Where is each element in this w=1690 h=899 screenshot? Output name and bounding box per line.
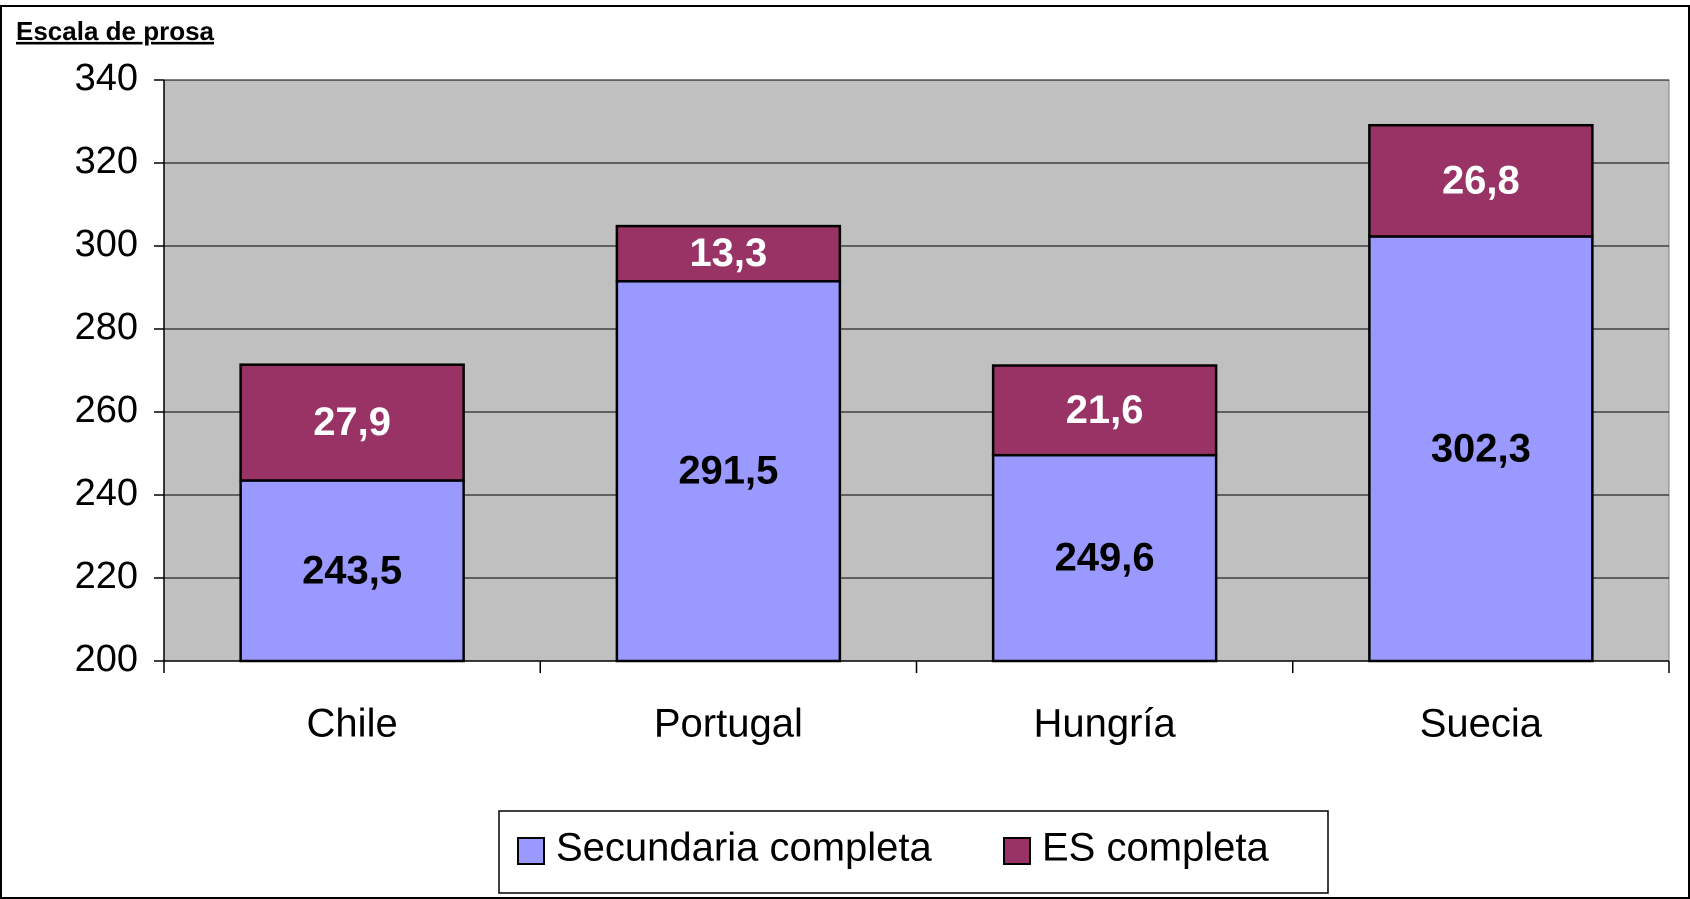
- legend-box: [498, 810, 1329, 894]
- data-label: 26,8: [1442, 158, 1520, 202]
- bar-segment: [615, 224, 842, 283]
- data-label: 21,6: [1066, 388, 1144, 432]
- bar-segment: [1368, 123, 1594, 238]
- data-label: 243,5: [302, 548, 402, 592]
- bar-segment: [1368, 235, 1594, 663]
- y-tick-label: 280: [75, 306, 138, 348]
- data-label: 27,9: [313, 400, 391, 444]
- x-tick-label: Hungría: [1033, 702, 1176, 746]
- y-tick-label: 220: [75, 555, 138, 597]
- y-tick-label: 300: [75, 223, 138, 265]
- x-tick-label: Chile: [307, 702, 398, 746]
- y-tick-label: 260: [75, 389, 138, 431]
- y-tick-label: 340: [75, 57, 138, 99]
- bar-segment: [991, 364, 1218, 457]
- y-tick-label: 200: [75, 638, 138, 680]
- x-tick-label: Portugal: [654, 702, 803, 746]
- bar-segment: [991, 453, 1218, 663]
- x-tick-label: Suecia: [1420, 702, 1543, 746]
- y-tick-label: 240: [75, 472, 138, 514]
- data-label: 13,3: [689, 231, 767, 275]
- bar-segment: [615, 280, 842, 663]
- legend-swatch: [517, 837, 545, 865]
- legend-label: ES completa: [1042, 826, 1270, 870]
- y-tick-label: 320: [75, 140, 138, 182]
- data-label: 302,3: [1431, 426, 1531, 470]
- bar-segment: [239, 479, 465, 663]
- legend-swatch: [1003, 837, 1031, 865]
- data-label: 249,6: [1055, 536, 1155, 580]
- data-label: 291,5: [678, 449, 778, 493]
- bar-segment: [239, 363, 465, 482]
- y-axis-label: Escala de prosa: [16, 16, 215, 46]
- legend-label: Secundaria completa: [556, 826, 933, 870]
